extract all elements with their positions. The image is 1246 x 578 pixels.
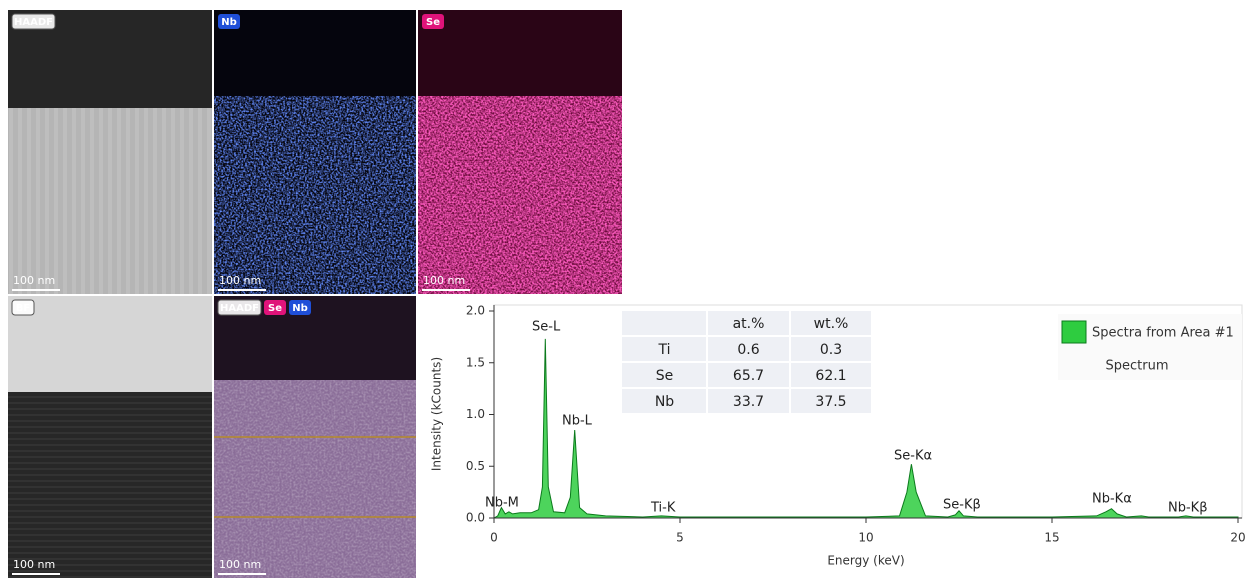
se-map-signal <box>418 96 622 294</box>
peak-label: Nb-Kα <box>1092 492 1132 507</box>
legend-subtitle: Spectrum <box>1106 359 1169 374</box>
table-value: 65.7 <box>733 368 764 384</box>
image-panels <box>8 10 622 578</box>
table-header: at.% <box>733 316 765 332</box>
bf-image <box>8 296 212 392</box>
panel-badge-label: Se <box>268 303 282 314</box>
table-value: 37.5 <box>815 394 846 410</box>
panel-badge <box>11 299 35 316</box>
table-row-header: Se <box>656 368 674 384</box>
legend-background <box>1058 314 1242 380</box>
y-tick-label: 0.5 <box>466 459 485 473</box>
scale-bar-label: 100 nm <box>219 274 261 287</box>
table-header-cell <box>791 311 871 335</box>
table-row-header-cell <box>622 363 706 387</box>
table-cell <box>791 389 871 413</box>
scale-bar-label: 100 nm <box>423 274 465 287</box>
table-cell <box>708 337 789 361</box>
y-axis-label: Intensity (kCounts) <box>430 357 444 471</box>
panel-badge <box>264 300 286 315</box>
y-tick-label: 1.5 <box>466 355 485 369</box>
panel-badge <box>11 13 56 30</box>
table-row-header-cell <box>622 389 706 413</box>
table-value: 0.3 <box>820 342 842 358</box>
panel-badge-label: Nb <box>221 17 237 28</box>
panel-badge-label: HAADF <box>14 17 53 28</box>
spectrum-area <box>492 338 1239 519</box>
panel-badge-label: Se <box>426 17 440 28</box>
y-tick-label: 2.0 <box>466 304 485 318</box>
table-header: wt.% <box>814 316 849 332</box>
scale-bar-label: 100 nm <box>13 274 55 287</box>
peak-label: Se-Kα <box>894 449 932 464</box>
table-value: 33.7 <box>733 394 764 410</box>
panel-badge <box>217 299 262 316</box>
table-value: 62.1 <box>815 368 846 384</box>
table-row-header: Nb <box>655 394 674 410</box>
panel-badge-label: Nb <box>292 303 308 314</box>
x-axis-label: Energy (keV) <box>827 554 904 568</box>
x-tick-label: 10 <box>858 531 873 545</box>
panel-badge <box>289 300 311 315</box>
table-cell <box>791 363 871 387</box>
table-cell <box>708 363 789 387</box>
table-corner-cell <box>622 311 706 335</box>
scale-bar-label: 100 nm <box>13 558 55 571</box>
peak-label: Se-L <box>532 320 561 335</box>
table-row-header-cell <box>622 337 706 361</box>
legend-label: Spectra from Area #1 <box>1092 326 1234 341</box>
panel-labels: HAADF 100 nm Nb 100 nm Se 100 nm BF 100 nm HAADF… <box>11 13 470 575</box>
table-cell <box>791 337 871 361</box>
table-header-cell <box>708 311 789 335</box>
table-cell <box>708 389 789 413</box>
bf-texture <box>8 392 212 578</box>
panel-badge <box>218 14 240 29</box>
peak-label: Nb-L <box>562 414 593 429</box>
table-value: 0.6 <box>737 342 759 358</box>
y-tick-label: 1.0 <box>466 407 485 421</box>
panel-badge-label: BF <box>16 303 30 314</box>
legend-swatch <box>1061 320 1087 344</box>
x-tick-label: 20 <box>1230 531 1245 545</box>
panel-badge-label: HAADF <box>220 303 259 314</box>
y-tick-label: 0.0 <box>466 511 485 525</box>
x-tick-label: 5 <box>676 531 684 545</box>
haadf-texture <box>8 108 212 294</box>
x-tick-label: 0 <box>490 531 498 545</box>
panel-badge <box>422 14 444 29</box>
peak-label: Nb-Kβ <box>1168 501 1208 516</box>
peak-label: Ti-K <box>650 501 676 516</box>
overlay-texture <box>214 380 416 578</box>
peak-label: Se-Kβ <box>943 498 981 513</box>
x-tick-label: 15 <box>1044 531 1059 545</box>
nb-map-signal <box>214 96 416 294</box>
table-row-header: Ti <box>657 342 670 358</box>
peak-label: Nb-M <box>485 496 519 511</box>
spectrum-chart: Energy (keV) Intensity (kCounts) 0.0 0.5 1… <box>418 296 1246 578</box>
scale-bar-label: 100 nm <box>219 558 261 571</box>
